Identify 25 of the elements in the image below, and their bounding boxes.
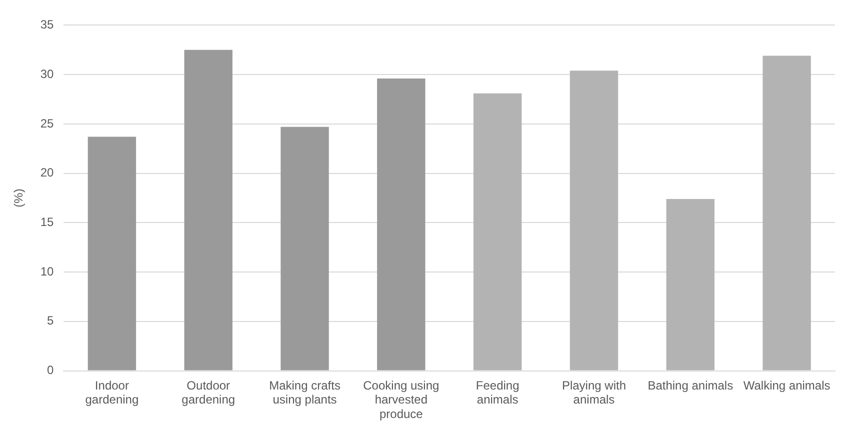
x-tick-label: Walking animals [743, 378, 830, 392]
bar [666, 198, 714, 370]
x-tick-label: Feeding animals [476, 378, 520, 407]
y-tick-label: 30 [40, 66, 54, 81]
y-tick-label: 25 [40, 116, 54, 130]
x-tick-label: Cooking using harvested produce [363, 378, 440, 422]
bar [473, 93, 522, 370]
bar [762, 56, 811, 370]
y-tick-label: 0 [47, 363, 54, 378]
y-tick-label: 20 [40, 166, 54, 180]
y-tick-label: 35 [40, 18, 54, 32]
bar [280, 126, 329, 370]
bar [377, 78, 426, 370]
x-tick-label: Indoor gardening [85, 378, 139, 407]
bar [184, 50, 232, 370]
x-tick-label: Playing with animals [562, 378, 626, 407]
x-tick-label: Making crafts using plants [269, 378, 340, 407]
bar [570, 70, 618, 370]
y-axis-title: (%) [12, 188, 26, 208]
y-tick-label: 5 [47, 314, 54, 328]
x-tick-label: Bathing animals [648, 378, 734, 392]
y-tick-label: 15 [40, 215, 54, 229]
y-tick-label: 10 [40, 264, 54, 278]
bar [88, 136, 136, 370]
x-tick-label: Outdoor gardening [182, 378, 236, 407]
